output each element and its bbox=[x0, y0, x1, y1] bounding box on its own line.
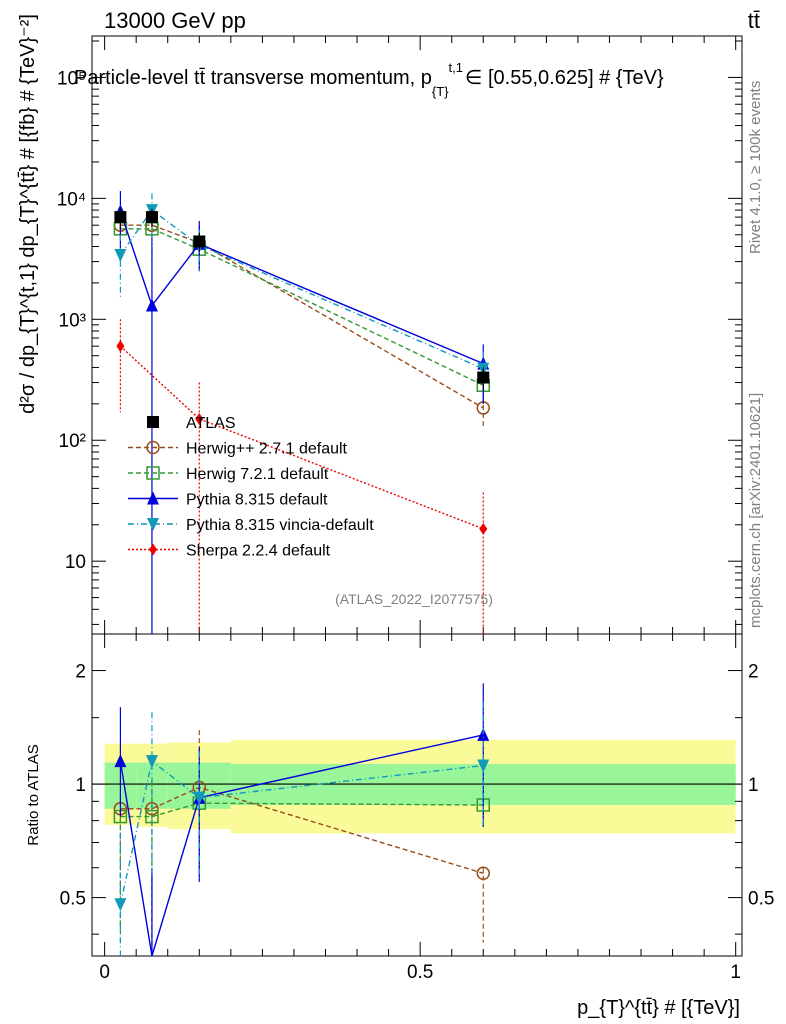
ratio-tick-label-right: 1 bbox=[748, 775, 759, 796]
pythia-line bbox=[119, 211, 484, 365]
pythia-ratio-point bbox=[114, 754, 127, 768]
y-axis-label-main: d²σ / dp_{T}^{t,1} dp_{T}^{tt̄} # [{fb} … bbox=[17, 14, 39, 414]
legend-marker-vincia bbox=[147, 518, 159, 531]
ratio-tick-label-left: 2 bbox=[75, 662, 86, 683]
plot-title: Particle-level tt̄ transverse momentum, … bbox=[74, 60, 664, 99]
pythia-ratio-line bbox=[119, 734, 484, 957]
ratio-tick-label-left: 0.5 bbox=[60, 889, 86, 910]
herwig7-line bbox=[120, 228, 484, 386]
ratio-tick-label-right: 2 bbox=[748, 662, 759, 683]
ratio-series bbox=[113, 683, 491, 957]
y-tick-label-main: 10³ bbox=[59, 310, 86, 331]
pythia-ratio-point bbox=[477, 727, 490, 741]
legend-label-sherpa: Sherpa 2.2.4 default bbox=[186, 543, 331, 560]
main-axes: 10 10² 10³ 10⁴ 10⁵ bbox=[57, 35, 743, 635]
process-label: tt̄ bbox=[748, 8, 760, 33]
y-tick-label-main: 10² bbox=[59, 431, 86, 452]
x-tick-label: 0.5 bbox=[407, 962, 433, 983]
x-tick-label: 1 bbox=[730, 962, 741, 983]
ratio-frame bbox=[91, 633, 743, 957]
legend-label-herwigpp: Herwig++ 2.7.1 default bbox=[186, 441, 348, 458]
herwig7-ratio-line bbox=[120, 802, 484, 818]
ratio-tick-label-left: 1 bbox=[75, 775, 86, 796]
herwigpp-line bbox=[120, 224, 484, 409]
legend-marker-sherpa bbox=[149, 543, 157, 556]
legend-marker-pythia bbox=[147, 491, 159, 505]
sherpa-point bbox=[195, 412, 204, 425]
plot-title-main: Particle-level tt̄ transverse momentum, … bbox=[74, 67, 432, 89]
vincia-ratio-point bbox=[477, 759, 490, 773]
legend-label-vincia: Pythia 8.315 vincia-default bbox=[186, 517, 374, 534]
y-axis-label-ratio: Ratio to ATLAS bbox=[25, 744, 42, 845]
herwig7-ratio-point bbox=[145, 809, 159, 824]
legend-marker-herwigpp bbox=[146, 440, 160, 455]
plot-title-sub: {T} bbox=[432, 84, 449, 99]
x-tick-label: 0 bbox=[99, 962, 110, 983]
analysis-id: (ATLAS_2022_I2077575) bbox=[335, 591, 493, 607]
atlas-point bbox=[114, 211, 127, 224]
mcplots-label: mcplots.cern.ch [arXiv:2401.10621] bbox=[747, 393, 764, 628]
main-series bbox=[113, 191, 491, 634]
legend-label-atlas: ATLAS bbox=[186, 415, 236, 432]
y-tick-label-main: 10⁴ bbox=[57, 189, 86, 210]
y-tick-label-main: 10 bbox=[65, 552, 86, 573]
ratio-tick-label-right: 0.5 bbox=[748, 889, 774, 910]
atlas-point bbox=[477, 371, 490, 384]
herwigpp-ratio-point bbox=[476, 866, 491, 881]
atlas-point bbox=[145, 211, 158, 224]
legend-marker-atlas bbox=[147, 416, 159, 428]
energy-label: 13000 GeV pp bbox=[104, 8, 246, 33]
sherpa-point bbox=[116, 340, 125, 353]
legend: ATLAS Herwig++ 2.7.1 default Herwig 7.2.1 … bbox=[128, 415, 374, 560]
legend-label-herwig7: Herwig 7.2.1 default bbox=[186, 466, 329, 483]
pythia-point bbox=[145, 298, 158, 312]
plot-title-sup: t,1 bbox=[449, 60, 463, 75]
vincia-point bbox=[114, 249, 127, 263]
x-axis-label: p_{T}^{tt̄} # [{TeV}] bbox=[577, 997, 740, 1019]
herwigpp-ratio-line bbox=[120, 786, 484, 874]
y-tick-label-main: 10⁵ bbox=[57, 68, 86, 89]
vincia-ratio-point bbox=[193, 791, 206, 805]
sherpa-point bbox=[479, 522, 488, 535]
vincia-line bbox=[119, 209, 484, 370]
vincia-ratio-point bbox=[114, 898, 127, 912]
legend-marker-herwig7 bbox=[146, 466, 160, 480]
legend-label-pythia: Pythia 8.315 default bbox=[186, 492, 328, 509]
plot-title-rest: ∈ [0.55,0.625] # {TeV} bbox=[465, 67, 664, 89]
rivet-label: Rivet 4.1.0, ≥ 100k events bbox=[747, 81, 764, 254]
atlas-point bbox=[193, 235, 206, 248]
vincia-ratio-point bbox=[145, 755, 158, 769]
ratio-axes: 0 0.5 1 0.5 0.5 1 1 2 2 bbox=[60, 36, 774, 983]
